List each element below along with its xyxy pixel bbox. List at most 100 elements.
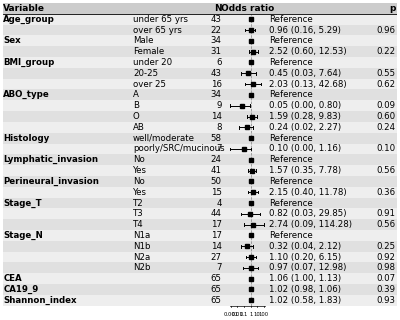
Text: over 65 yrs: over 65 yrs bbox=[133, 26, 182, 35]
Bar bbox=[3, 25, 397, 36]
Text: 0.001: 0.001 bbox=[223, 312, 238, 317]
Text: 0.07: 0.07 bbox=[376, 274, 395, 283]
Text: 10: 10 bbox=[254, 312, 260, 317]
Text: 0.92: 0.92 bbox=[376, 252, 395, 261]
Text: 9: 9 bbox=[216, 101, 222, 110]
Text: 0.60: 0.60 bbox=[376, 112, 395, 121]
Text: Sex: Sex bbox=[3, 36, 21, 45]
Text: 20-25: 20-25 bbox=[133, 69, 158, 78]
Text: 43: 43 bbox=[211, 15, 222, 24]
Bar bbox=[3, 111, 397, 122]
Bar bbox=[3, 219, 397, 230]
Text: Reference: Reference bbox=[269, 231, 313, 240]
Text: poorly/SRC/mucinous: poorly/SRC/mucinous bbox=[133, 144, 224, 154]
Text: 14: 14 bbox=[211, 242, 222, 251]
Text: T2: T2 bbox=[133, 198, 144, 207]
Text: 0.45 (0.03, 7.64): 0.45 (0.03, 7.64) bbox=[269, 69, 341, 78]
Text: 15: 15 bbox=[211, 188, 222, 197]
Text: Variable: Variable bbox=[3, 4, 45, 13]
Text: 1.06 (1.00, 1.13): 1.06 (1.00, 1.13) bbox=[269, 274, 341, 283]
Text: Reference: Reference bbox=[269, 15, 313, 24]
Text: 0.24: 0.24 bbox=[376, 123, 395, 132]
Text: under 65 yrs: under 65 yrs bbox=[133, 15, 188, 24]
Text: Age_group: Age_group bbox=[3, 15, 55, 24]
Bar bbox=[3, 262, 397, 273]
Bar bbox=[3, 284, 397, 295]
Bar bbox=[3, 122, 397, 133]
Text: 2.15 (0.40, 11.78): 2.15 (0.40, 11.78) bbox=[269, 188, 347, 197]
Text: Female: Female bbox=[133, 47, 164, 56]
Text: 7: 7 bbox=[216, 263, 222, 272]
Bar bbox=[3, 46, 397, 57]
Text: N2b: N2b bbox=[133, 263, 150, 272]
Text: 17: 17 bbox=[211, 220, 222, 229]
Text: under 20: under 20 bbox=[133, 58, 172, 67]
Text: 0.56: 0.56 bbox=[376, 166, 395, 175]
Bar bbox=[3, 165, 397, 176]
Bar bbox=[3, 144, 397, 154]
Text: ABO_type: ABO_type bbox=[3, 90, 50, 100]
Text: 8: 8 bbox=[216, 123, 222, 132]
Text: 44: 44 bbox=[211, 209, 222, 218]
Text: 4: 4 bbox=[216, 198, 222, 207]
Bar bbox=[3, 79, 397, 90]
Bar bbox=[3, 133, 397, 144]
Text: 0.93: 0.93 bbox=[376, 296, 395, 305]
Text: 1.02 (0.58, 1.83): 1.02 (0.58, 1.83) bbox=[269, 296, 341, 305]
Text: Odds ratio: Odds ratio bbox=[221, 4, 274, 13]
Text: over 25: over 25 bbox=[133, 80, 166, 89]
Text: 0.98: 0.98 bbox=[376, 263, 395, 272]
Text: 0.82 (0.03, 29.85): 0.82 (0.03, 29.85) bbox=[269, 209, 346, 218]
Text: B: B bbox=[133, 101, 139, 110]
Text: 0.56: 0.56 bbox=[376, 220, 395, 229]
Text: well/moderate: well/moderate bbox=[133, 134, 195, 143]
Text: 2.74 (0.09, 114.28): 2.74 (0.09, 114.28) bbox=[269, 220, 352, 229]
Text: CEA: CEA bbox=[3, 274, 22, 283]
Text: 1.10 (0.20, 6.15): 1.10 (0.20, 6.15) bbox=[269, 252, 341, 261]
Text: No: No bbox=[133, 155, 145, 164]
Text: 1.02 (0.98, 1.06): 1.02 (0.98, 1.06) bbox=[269, 285, 341, 294]
Text: 65: 65 bbox=[211, 285, 222, 294]
Bar bbox=[3, 14, 397, 25]
Bar bbox=[3, 252, 397, 262]
Text: 0.25: 0.25 bbox=[376, 242, 395, 251]
Text: 1.59 (0.28, 9.83): 1.59 (0.28, 9.83) bbox=[269, 112, 341, 121]
Text: 0.24 (0.02, 2.27): 0.24 (0.02, 2.27) bbox=[269, 123, 341, 132]
Text: Reference: Reference bbox=[269, 198, 313, 207]
Bar bbox=[3, 230, 397, 241]
Bar bbox=[3, 208, 397, 219]
Text: CA19_9: CA19_9 bbox=[3, 285, 38, 294]
Text: 0.97 (0.07, 12.98): 0.97 (0.07, 12.98) bbox=[269, 263, 346, 272]
Text: 0.09: 0.09 bbox=[376, 101, 395, 110]
Text: Male: Male bbox=[133, 36, 154, 45]
Text: 1.57 (0.35, 7.78): 1.57 (0.35, 7.78) bbox=[269, 166, 341, 175]
Text: 1: 1 bbox=[249, 312, 252, 317]
Text: Reference: Reference bbox=[269, 155, 313, 164]
Text: Stage_T: Stage_T bbox=[3, 198, 42, 208]
Text: 22: 22 bbox=[211, 26, 222, 35]
Bar bbox=[3, 187, 397, 198]
Text: 0.96: 0.96 bbox=[376, 26, 395, 35]
Text: 0.55: 0.55 bbox=[376, 69, 395, 78]
Text: No: No bbox=[133, 177, 145, 186]
Text: 43: 43 bbox=[211, 69, 222, 78]
Text: Reference: Reference bbox=[269, 58, 313, 67]
Text: 0.10: 0.10 bbox=[376, 144, 395, 154]
Bar bbox=[3, 100, 397, 111]
Text: 2.03 (0.13, 42.68): 2.03 (0.13, 42.68) bbox=[269, 80, 347, 89]
Text: Reference: Reference bbox=[269, 177, 313, 186]
Text: 0.22: 0.22 bbox=[376, 47, 395, 56]
Text: N1a: N1a bbox=[133, 231, 150, 240]
Text: Reference: Reference bbox=[269, 36, 313, 45]
Text: 0.39: 0.39 bbox=[376, 285, 395, 294]
Text: 58: 58 bbox=[211, 134, 222, 143]
Text: 50: 50 bbox=[211, 177, 222, 186]
Bar bbox=[3, 68, 397, 79]
Text: 27: 27 bbox=[211, 252, 222, 261]
Text: 6: 6 bbox=[216, 58, 222, 67]
Text: 34: 34 bbox=[211, 36, 222, 45]
Text: O: O bbox=[133, 112, 140, 121]
Text: 0.62: 0.62 bbox=[376, 80, 395, 89]
Text: Lymphatic_invasion: Lymphatic_invasion bbox=[3, 155, 98, 164]
Text: BMI_group: BMI_group bbox=[3, 58, 54, 67]
